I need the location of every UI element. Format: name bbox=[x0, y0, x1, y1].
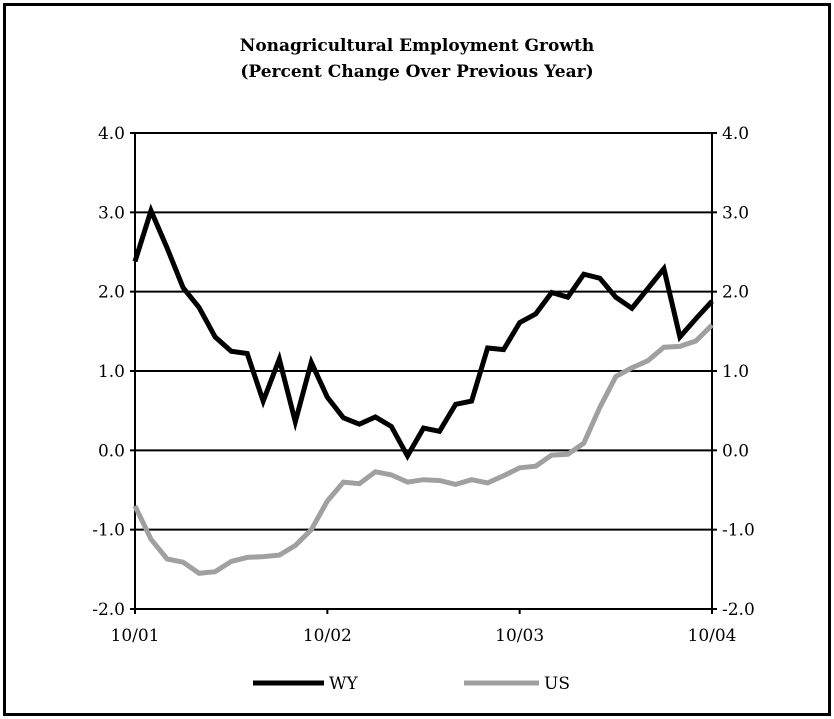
y-tick-label-left: -1.0 bbox=[92, 521, 125, 541]
x-tick-label: 10/04 bbox=[688, 626, 737, 646]
legend-label-wy: WY bbox=[329, 674, 358, 694]
series-lines bbox=[132, 203, 714, 576]
y-tick-label-left: 1.0 bbox=[98, 362, 125, 382]
x-tick-label: 10/02 bbox=[303, 626, 352, 646]
y-tick-label-left: 4.0 bbox=[98, 124, 125, 144]
y-tick-label-left: -2.0 bbox=[92, 600, 125, 620]
y-tick-label-left: 3.0 bbox=[98, 203, 125, 223]
y-tick-label-right: 3.0 bbox=[722, 203, 749, 223]
x-tick-label: 10/01 bbox=[111, 626, 160, 646]
series-line-wy bbox=[132, 203, 714, 462]
series-line-us bbox=[132, 323, 714, 576]
y-tick-label-right: 2.0 bbox=[722, 283, 749, 303]
y-tick-label-right: -1.0 bbox=[722, 521, 755, 541]
x-tick-label: 10/03 bbox=[495, 626, 544, 646]
y-tick-label-left: 0.0 bbox=[98, 441, 125, 461]
chart-subtitle: (Percent Change Over Previous Year) bbox=[240, 62, 593, 82]
y-tick-label-right: -2.0 bbox=[722, 600, 755, 620]
y-tick-label-left: 2.0 bbox=[98, 283, 125, 303]
y-tick-label-right: 1.0 bbox=[722, 362, 749, 382]
y-tick-label-right: 0.0 bbox=[722, 441, 749, 461]
y-tick-label-right: 4.0 bbox=[722, 124, 749, 144]
chart-frame: Nonagricultural Employment Growth (Perce… bbox=[3, 3, 831, 716]
legend: WY US bbox=[253, 674, 570, 694]
legend-label-us: US bbox=[544, 674, 570, 694]
y-axis-right: 4.0 3.0 2.0 1.0 0.0 -1.0 -2.0 bbox=[712, 124, 755, 620]
x-axis: 10/01 10/02 10/03 10/04 bbox=[111, 609, 737, 646]
y-axis-left: 4.0 3.0 2.0 1.0 0.0 -1.0 -2.0 bbox=[92, 124, 135, 620]
chart-title: Nonagricultural Employment Growth bbox=[240, 36, 594, 56]
line-chart: Nonagricultural Employment Growth (Perce… bbox=[92, 36, 755, 694]
